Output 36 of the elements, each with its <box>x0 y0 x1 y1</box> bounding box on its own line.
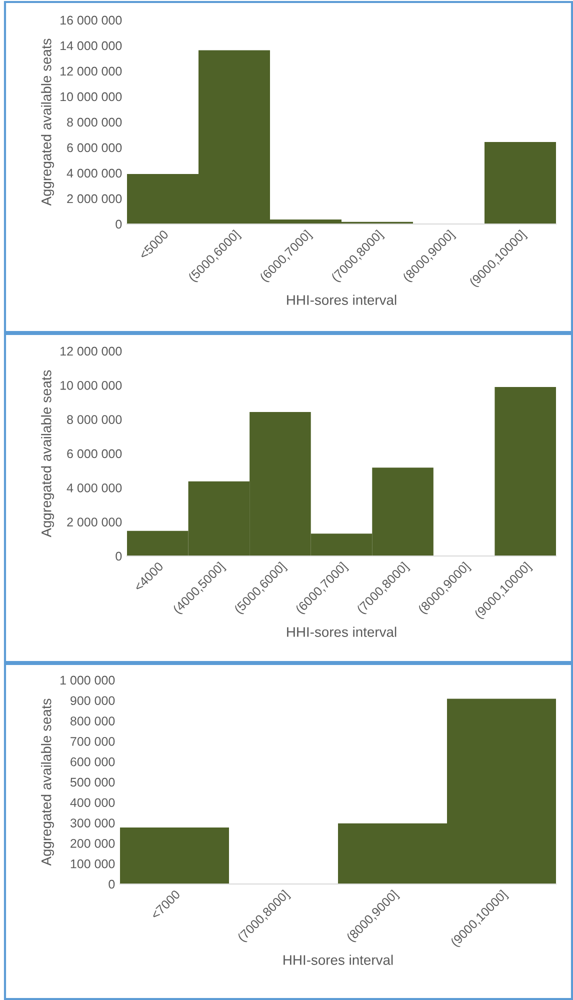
y-tick-label: 4 000 000 <box>66 168 122 178</box>
y-tick-label: 1 000 000 <box>60 676 115 685</box>
y-tick-label: 600 000 <box>70 757 115 766</box>
y-tick-label: 0 <box>116 552 122 561</box>
bar <box>494 387 556 556</box>
y-axis-title: Aggregated available seats <box>41 698 54 866</box>
y-tick-label: 10 000 000 <box>60 380 122 390</box>
y-tick-label: 200 000 <box>70 839 115 848</box>
y-axis-title: Aggregated available seats <box>41 370 54 538</box>
y-axis-title: Aggregated available seats <box>41 38 54 206</box>
x-axis-title: HHI-sores interval <box>287 294 396 305</box>
y-tick-label: 6 000 000 <box>67 449 122 458</box>
bar <box>484 142 556 224</box>
y-tick-label: 2 000 000 <box>67 194 122 204</box>
y-tick-label: 900 000 <box>70 696 115 706</box>
y-tick-label: 800 000 <box>70 716 115 726</box>
x-axis-title: HHI-sores interval <box>287 626 396 637</box>
y-tick-label: 8 000 000 <box>67 118 122 127</box>
y-tick-label: 300 000 <box>70 818 115 828</box>
y-tick-label: 16 000 000 <box>60 16 122 25</box>
y-tick-label: 0 <box>116 220 122 229</box>
y-tick-label: 0 <box>108 880 115 889</box>
x-axis-title: HHI-sores interval <box>284 954 393 965</box>
y-tick-label: 700 000 <box>70 737 115 746</box>
y-tick-label: 12 000 000 <box>60 66 122 76</box>
y-tick-label: 2 000 000 <box>67 518 122 526</box>
y-tick-label: 4 000 000 <box>66 483 122 492</box>
y-tick-label: 500 000 <box>70 778 115 787</box>
y-tick-label: 14 000 000 <box>60 41 122 50</box>
y-tick-label: 6 000 000 <box>67 143 122 152</box>
y-tick-label: 100 000 <box>70 859 115 868</box>
y-tick-label: 400 000 <box>70 798 115 808</box>
y-tick-label: 12 000 000 <box>60 346 122 356</box>
y-tick-label: 10 000 000 <box>60 92 122 102</box>
y-tick-label: 8 000 000 <box>67 415 122 424</box>
bar <box>120 827 229 884</box>
